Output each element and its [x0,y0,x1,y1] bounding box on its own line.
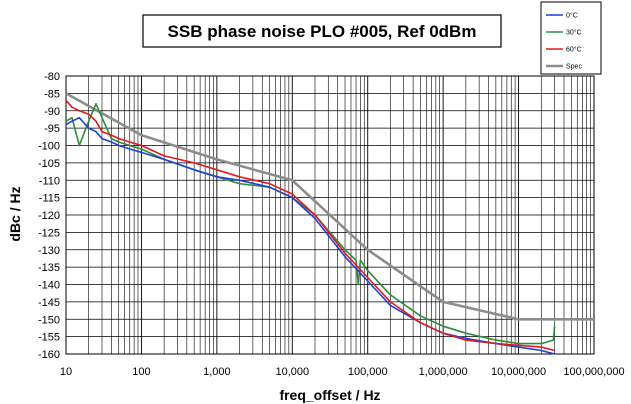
series-line-60-c [65,99,555,352]
x-tick-label: 10 [60,366,72,378]
y-tick-label: -140 [38,280,60,292]
y-tick-label: -145 [38,297,60,309]
y-tick-label: -95 [44,123,60,135]
y-tick-label: -105 [38,158,60,170]
y-tick-label: -125 [38,227,60,239]
y-tick-label: -85 [44,88,60,100]
y-tick-label: -115 [39,193,60,205]
x-tick-label: 10,000,000 [491,366,546,378]
x-tick-label: 100 [132,366,150,378]
y-tick-label: -100 [38,141,60,153]
legend: 0°C 30°C 60°C Spec [540,1,602,75]
legend-label-spec: Spec [566,64,582,71]
x-tick-label: 10,000 [275,366,309,378]
legend-label-0-c: 0°C [566,12,578,20]
y-tick-label: -130 [38,245,60,257]
y-tick-labels: -80 -85 -90 -95 -100 -105 -110 -115 -120 -125 -130… [38,71,60,361]
legend-box [540,1,602,75]
x-tick-label: 1,000 [203,366,231,378]
legend-label-60-c: 60°C [566,46,582,54]
y-tick-label: -120 [38,210,60,222]
y-tick-label: -135 [38,262,60,274]
y-tick-label: -90 [44,106,60,118]
x-axis-title: freq_offset / Hz [279,387,380,403]
chart-title-box: SSB phase noise PLO #005, Ref 0dBm [142,14,502,48]
y-tick-label: -80 [44,71,60,83]
series-line-0-c [65,116,555,355]
x-tick-labels: 10 100 1,000 10,000 100,000 1,000,000 10,000,0… [60,366,625,378]
chart-title: SSB phase noise PLO #005, Ref 0dBm [168,22,477,41]
legend-label-30-c: 30°C [566,29,582,37]
y-tick-label: -150 [38,314,60,326]
y-tick-label: -155 [38,332,60,344]
x-tick-label: 100,000,000 [563,366,624,378]
series-line-spec [65,92,594,321]
y-tick-label: -160 [38,349,60,361]
y-axis-title: dBc / Hz [7,186,23,241]
series-layer [65,92,594,355]
plot-frame [65,75,595,355]
y-tick-label: -110 [39,175,60,187]
x-tick-label: 1,000,000 [419,366,468,378]
x-tick-label: 100,000 [348,366,388,378]
